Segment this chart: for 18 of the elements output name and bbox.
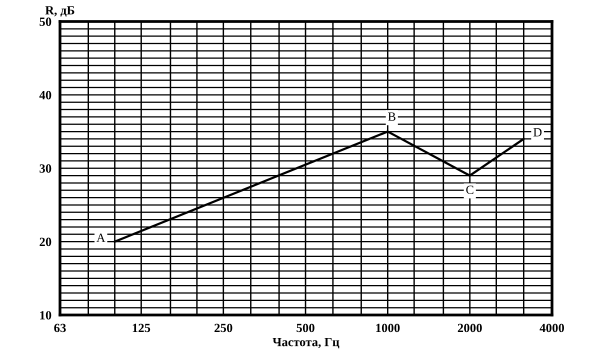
x-tick-label: 125 [132, 324, 150, 332]
x-tick-label: 63 [54, 324, 66, 332]
x-tick-label: 250 [214, 324, 232, 332]
annotation: B [388, 112, 396, 121]
annotation: C [466, 186, 474, 194]
x-tick-label: 4000 [540, 324, 564, 332]
x-tick-label: 500 [296, 324, 314, 332]
y-tick-label: 30 [40, 164, 52, 173]
y-tick-label: 40 [39, 90, 52, 100]
y-axis-title: R, дБ [45, 6, 74, 17]
annotation: A [96, 234, 106, 242]
x-tick-label: 2000 [458, 324, 482, 332]
y-tick-label: 20 [40, 238, 52, 246]
y-tick-label: 10 [40, 311, 52, 320]
x-axis-title: Частота, Гц [272, 338, 340, 348]
x-tick-label: 1000 [376, 324, 400, 332]
y-tick-label: 50 [40, 18, 52, 26]
annotation: D [533, 128, 542, 136]
